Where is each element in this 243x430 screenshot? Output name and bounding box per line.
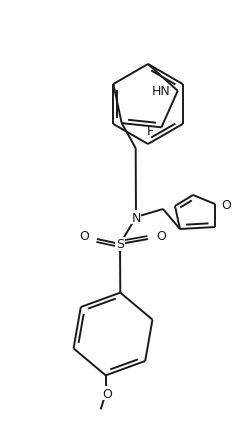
Text: S: S	[116, 238, 124, 251]
Text: HN: HN	[152, 85, 171, 98]
Text: O: O	[221, 198, 231, 211]
Text: O: O	[102, 387, 112, 400]
Text: N: N	[131, 211, 141, 224]
Text: F: F	[147, 125, 154, 138]
Text: O: O	[156, 230, 166, 243]
Text: O: O	[79, 230, 89, 243]
